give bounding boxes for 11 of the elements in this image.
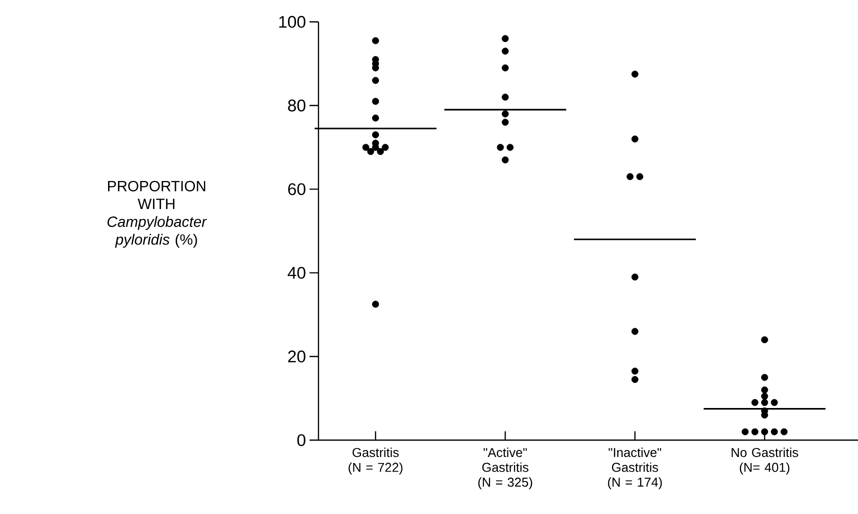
x-tick-label: Gastritis (N = 722) — [348, 448, 402, 475]
x-tick-label: No Gastritis (N= 401) — [732, 448, 798, 475]
y-tick-label: 20 — [288, 350, 306, 363]
y-tick-label: 40 — [288, 267, 306, 279]
x-tick-label: "Inactive" Gastritis (N = 174) — [608, 448, 662, 490]
y-tick-label: 80 — [288, 100, 306, 112]
y-tick-label: 0 — [297, 434, 306, 446]
y-tick-label: 60 — [288, 183, 306, 196]
x-tick-label: "Active" Gastritis (N = 325) — [478, 448, 532, 490]
y-axis-title: PROPORTION WITH Campylobacter pyloridis (%) — [108, 180, 208, 248]
y-tick-label: 100 — [279, 16, 306, 28]
